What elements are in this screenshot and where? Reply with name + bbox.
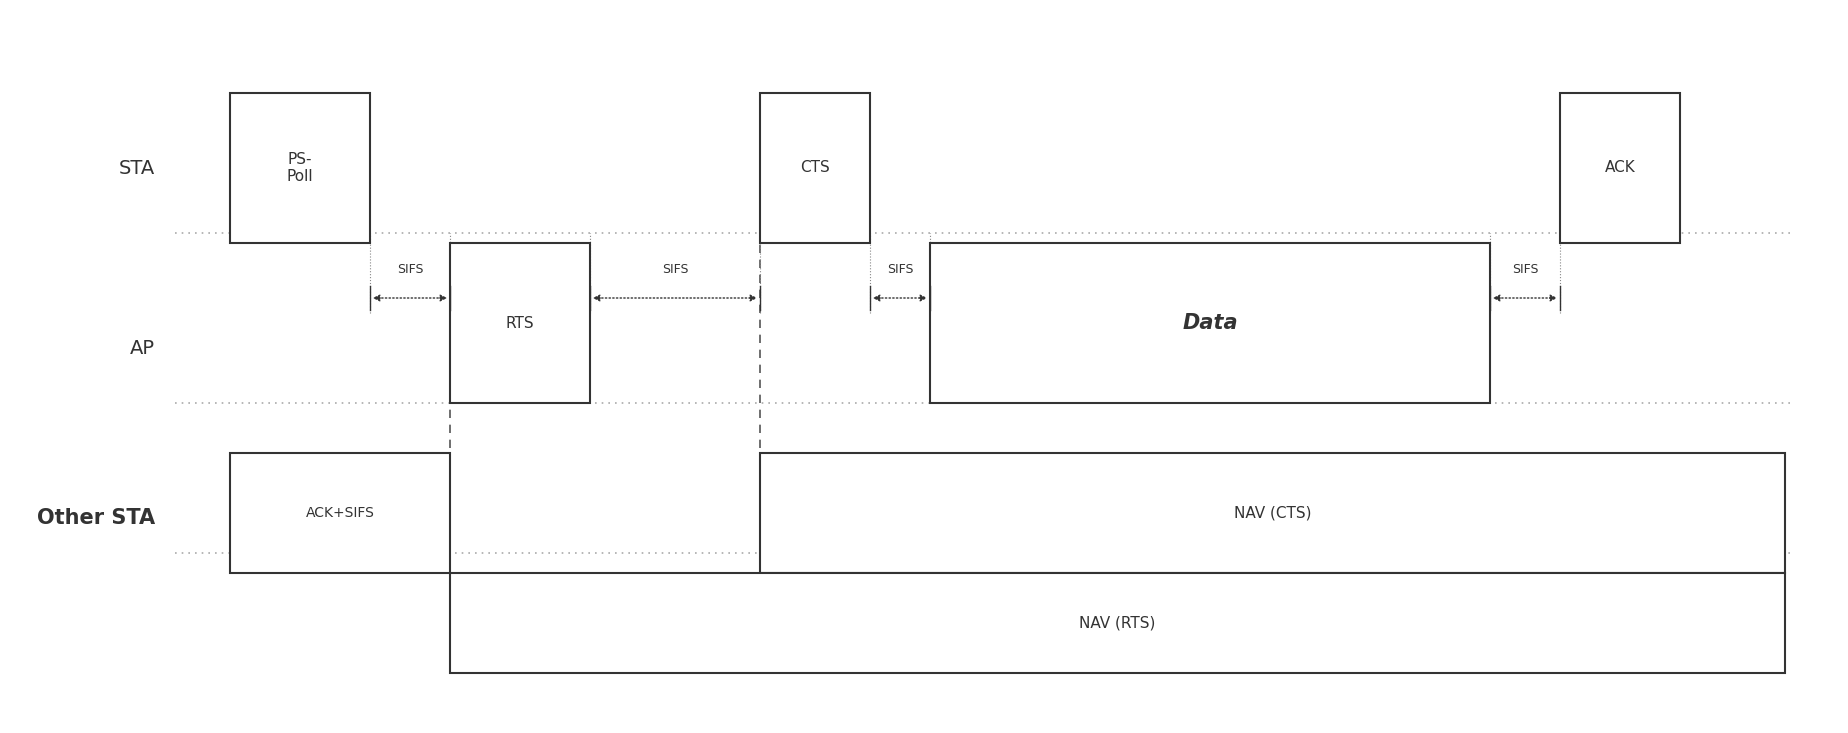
Text: Data: Data — [1183, 313, 1238, 333]
Text: CTS: CTS — [800, 161, 830, 175]
Text: SIFS: SIFS — [887, 263, 913, 276]
Text: SIFS: SIFS — [1512, 263, 1538, 276]
Bar — [451, 573, 1785, 673]
Text: Other STA: Other STA — [37, 508, 155, 528]
Text: NAV (RTS): NAV (RTS) — [1079, 616, 1155, 630]
Text: RTS: RTS — [506, 315, 534, 331]
Text: AP: AP — [129, 339, 155, 358]
Text: SIFS: SIFS — [397, 263, 423, 276]
Text: SIFS: SIFS — [662, 263, 687, 276]
Text: NAV (CTS): NAV (CTS) — [1234, 506, 1312, 520]
Text: ACK: ACK — [1604, 161, 1635, 175]
Bar — [760, 93, 870, 243]
Bar — [760, 453, 1785, 573]
Text: ACK+SIFS: ACK+SIFS — [305, 506, 375, 520]
Bar — [229, 93, 370, 243]
Bar — [1560, 93, 1680, 243]
Bar — [451, 243, 590, 403]
Text: PS-
Poll: PS- Poll — [286, 152, 314, 184]
Text: STA: STA — [118, 158, 155, 177]
Bar — [229, 453, 451, 573]
Bar — [930, 243, 1489, 403]
